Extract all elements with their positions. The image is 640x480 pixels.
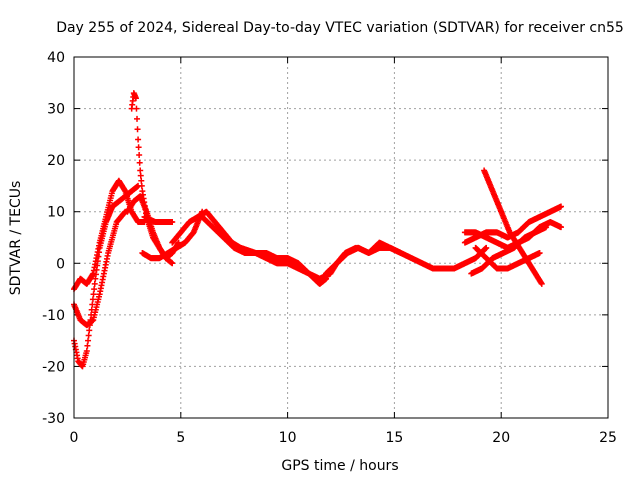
data-point [134, 115, 141, 122]
y-tick-label: 10 [47, 205, 65, 221]
y-tick-label: -30 [42, 411, 65, 427]
series-track-11 [333, 239, 404, 267]
data-point [536, 249, 543, 256]
y-tick-label: 40 [47, 50, 65, 66]
data-point [84, 342, 91, 349]
data-point [90, 291, 97, 298]
grid-layer [74, 57, 608, 418]
data-point [138, 182, 145, 189]
y-tick-label: 30 [47, 102, 65, 118]
data-point [558, 224, 565, 231]
x-tick-label: 25 [599, 430, 617, 446]
data-series [71, 90, 565, 370]
data-point [136, 159, 143, 166]
y-tick-label: -20 [42, 359, 65, 375]
data-point [89, 296, 96, 303]
x-axis-label: GPS time / hours [281, 458, 398, 474]
series-track-1 [71, 177, 148, 293]
plot-frame [73, 56, 609, 419]
series-track-7 [141, 213, 176, 226]
data-point [138, 177, 145, 184]
data-point [137, 172, 144, 179]
data-point [137, 167, 144, 174]
y-tick-label: 0 [56, 256, 65, 272]
data-point [86, 327, 93, 334]
data-point [91, 286, 98, 293]
series-track-9 [199, 213, 330, 287]
data-point [538, 280, 545, 287]
data-point [91, 280, 98, 287]
data-point [543, 224, 550, 231]
series-track-14 [461, 203, 565, 246]
data-point [169, 260, 176, 267]
y-tick-label: 20 [47, 153, 65, 169]
data-point [558, 203, 565, 210]
x-tick-label: 15 [385, 430, 403, 446]
data-point [397, 249, 404, 256]
data-point [134, 126, 141, 133]
x-tick-label: 0 [70, 430, 79, 446]
series-track-16 [472, 244, 543, 272]
data-point [133, 105, 140, 112]
data-point [83, 347, 90, 354]
chart-title: Day 255 of 2024, Sidereal Day-to-day VTE… [56, 20, 624, 36]
data-point [135, 136, 142, 143]
x-tick-label: 5 [176, 430, 185, 446]
data-point [483, 244, 490, 251]
data-point [323, 275, 330, 282]
data-point [136, 151, 143, 158]
x-axis: 0 5 10 15 20 25 [70, 57, 617, 446]
data-point [135, 144, 142, 151]
x-tick-label: 10 [279, 430, 297, 446]
y-axis-label: SDTVAR / TECUs [8, 181, 24, 296]
series-track-10 [323, 244, 490, 277]
series-track-4 [128, 90, 176, 267]
y-tick-label: -10 [42, 308, 65, 324]
data-point [169, 219, 176, 226]
series-track-3 [71, 208, 129, 329]
data-point [85, 337, 92, 344]
x-tick-label: 20 [492, 430, 510, 446]
data-point [85, 332, 92, 339]
data-point [132, 95, 139, 102]
series-track-2 [71, 182, 142, 370]
